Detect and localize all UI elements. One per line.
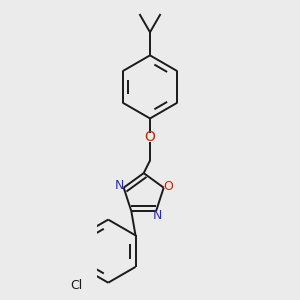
Text: N: N <box>152 209 162 222</box>
Text: O: O <box>145 130 155 144</box>
Text: Cl: Cl <box>70 279 83 292</box>
Text: N: N <box>115 179 124 192</box>
Text: O: O <box>163 180 173 193</box>
